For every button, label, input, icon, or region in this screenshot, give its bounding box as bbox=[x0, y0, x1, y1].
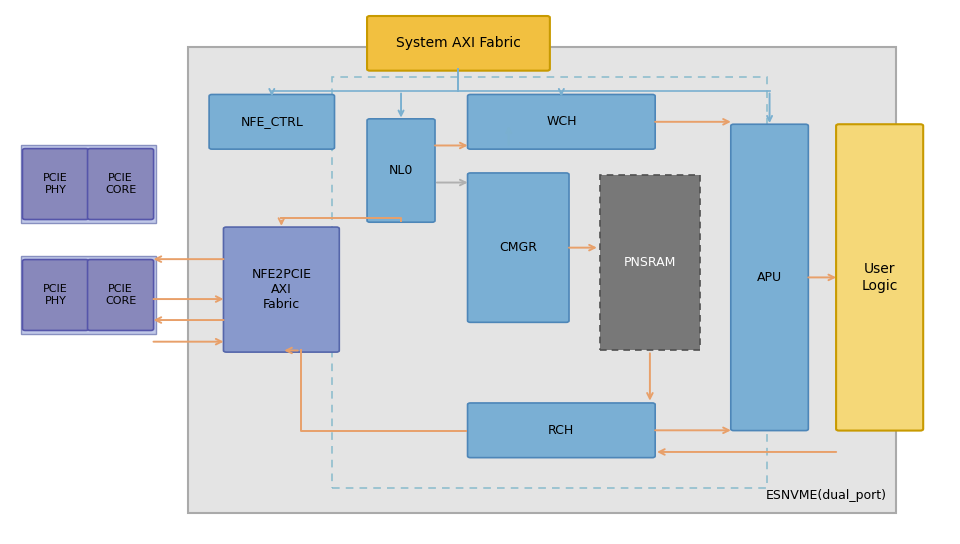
Text: PCIE
PHY: PCIE PHY bbox=[43, 173, 68, 195]
FancyBboxPatch shape bbox=[468, 403, 655, 458]
Text: System AXI Fabric: System AXI Fabric bbox=[396, 36, 521, 51]
Text: PNSRAM: PNSRAM bbox=[624, 256, 676, 269]
Bar bbox=[20, 145, 156, 223]
FancyBboxPatch shape bbox=[367, 119, 435, 222]
FancyBboxPatch shape bbox=[22, 259, 88, 330]
Text: PCIE
CORE: PCIE CORE bbox=[105, 284, 136, 306]
Bar bbox=[600, 175, 700, 350]
Text: CMGR: CMGR bbox=[499, 241, 538, 254]
Bar bbox=[188, 47, 897, 513]
Bar bbox=[20, 256, 156, 334]
FancyBboxPatch shape bbox=[22, 149, 88, 219]
Text: PCIE
PHY: PCIE PHY bbox=[43, 284, 68, 306]
Text: NFE_CTRL: NFE_CTRL bbox=[240, 115, 303, 128]
Text: RCH: RCH bbox=[548, 424, 574, 437]
FancyBboxPatch shape bbox=[731, 124, 808, 431]
FancyBboxPatch shape bbox=[836, 124, 924, 431]
FancyBboxPatch shape bbox=[87, 259, 154, 330]
Text: PCIE
CORE: PCIE CORE bbox=[105, 173, 136, 195]
Text: ESNVME(dual_port): ESNVME(dual_port) bbox=[766, 489, 887, 502]
FancyBboxPatch shape bbox=[367, 16, 550, 71]
FancyBboxPatch shape bbox=[468, 95, 655, 149]
Text: WCH: WCH bbox=[546, 115, 577, 128]
Bar bbox=[331, 77, 767, 489]
FancyBboxPatch shape bbox=[224, 227, 339, 352]
Text: APU: APU bbox=[757, 271, 782, 284]
FancyBboxPatch shape bbox=[87, 149, 154, 219]
Text: NL0: NL0 bbox=[389, 164, 413, 177]
Text: User
Logic: User Logic bbox=[861, 262, 898, 293]
FancyBboxPatch shape bbox=[209, 95, 334, 149]
FancyBboxPatch shape bbox=[468, 173, 569, 323]
Text: NFE2PCIE
AXI
Fabric: NFE2PCIE AXI Fabric bbox=[252, 268, 311, 311]
